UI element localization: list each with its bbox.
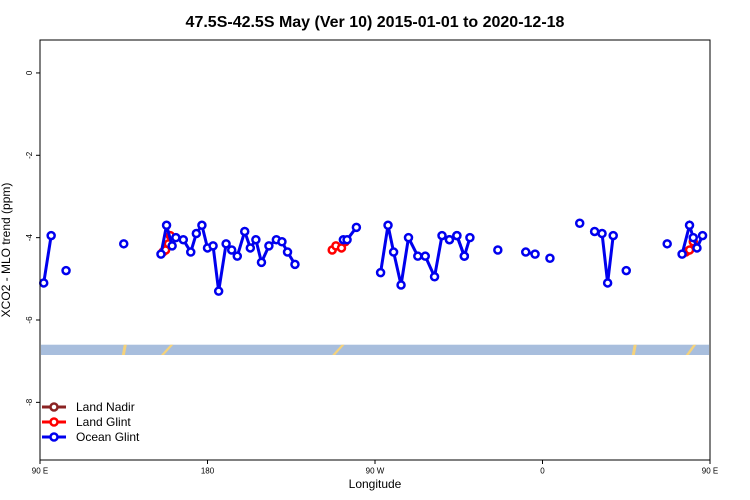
x-tick-label: 90 E <box>32 467 48 476</box>
ocean-glint-point <box>119 239 129 249</box>
ocean-glint-point <box>245 243 256 253</box>
ocean-glint-point <box>178 234 189 245</box>
ocean-glint-point <box>403 232 414 243</box>
land-mask <box>685 344 697 355</box>
legend-ocean-glint-label: Ocean Glint <box>76 430 140 444</box>
ocean-glint-point <box>597 228 607 239</box>
ocean-glint-point <box>251 234 261 245</box>
ocean-glint-point <box>589 226 600 237</box>
ocean-glint-point <box>351 222 362 233</box>
axes: 90 E 180 90 W 0 90 E 0 -2 -4 -6 -8 <box>25 70 718 475</box>
ocean-glint-point <box>662 239 672 249</box>
ocean-glint-point <box>677 249 687 259</box>
legend-ocean-glint-marker <box>49 432 59 442</box>
ocean-glint-point <box>290 259 300 270</box>
ocean-glint-point <box>684 220 695 231</box>
land-glint-point <box>684 245 695 255</box>
ocean-glint-point <box>171 232 181 243</box>
ocean-glint-point <box>452 230 462 241</box>
chart-title: 47.5S-42.5S May (Ver 10) 2015-01-01 to 2… <box>186 14 565 31</box>
ocean-glint-point <box>208 241 218 251</box>
y-tick-label: -4 <box>25 234 34 242</box>
ocean-glint-point <box>282 247 293 257</box>
y-tick-label: -2 <box>25 151 34 159</box>
ocean-glint-point <box>688 232 698 243</box>
ocean-glint-point <box>602 278 613 288</box>
ocean-glint-point <box>156 249 166 259</box>
plot-frame <box>39 39 711 461</box>
ocean-glint-point <box>383 220 393 231</box>
ocean-glint-point <box>465 232 475 243</box>
ocean-glint-point <box>186 247 196 257</box>
ocean-glint-point <box>530 249 540 259</box>
land-band <box>41 344 709 355</box>
ocean-glint-point <box>161 220 172 231</box>
x-tick-label: 90 W <box>366 467 385 476</box>
ocean-glint-point <box>388 247 399 257</box>
land-mask <box>160 344 174 355</box>
ocean-glint-point <box>692 243 702 253</box>
ocean-glint-line <box>159 221 297 292</box>
legend-land-nadir-label: Land Nadir <box>76 400 135 414</box>
plot-area <box>38 218 709 355</box>
ocean-glint-point <box>521 247 531 257</box>
x-tick-label: 90 E <box>702 467 718 476</box>
ocean-glint-point <box>437 230 447 241</box>
y-tick-label: -6 <box>25 316 34 324</box>
ocean-glint-point <box>342 234 352 245</box>
ocean-glint-point <box>239 226 250 237</box>
ocean-glint-point <box>277 237 287 247</box>
ocean-glint-point <box>46 230 56 241</box>
x-tick-label: 180 <box>201 467 215 476</box>
ocean-glint-point <box>213 286 224 296</box>
ocean-glint-point <box>232 251 243 261</box>
ocean-glint-point <box>429 272 440 282</box>
land-mask <box>121 344 127 355</box>
ocean-glint-point <box>574 218 585 228</box>
y-axis-title: XCO2 - MLO trend (ppm) <box>0 183 13 318</box>
legend-land-glint-marker <box>49 417 59 427</box>
x-axis-title: Longitude <box>349 477 402 491</box>
land-mask <box>332 344 345 355</box>
ocean-glint-point <box>197 220 207 231</box>
y-tick-label: -8 <box>25 398 34 406</box>
ocean-glint-point <box>420 251 430 261</box>
ocean-glint-point <box>264 241 274 251</box>
ocean-glint-point <box>191 228 202 239</box>
ocean-glint-point <box>545 253 555 263</box>
land-mask <box>631 344 637 355</box>
legend-land-nadir-marker <box>49 402 59 412</box>
ocean-glint-point <box>444 234 455 245</box>
ocean-glint-point <box>221 239 231 249</box>
ocean-glint-point <box>413 251 423 261</box>
ocean-glint-point <box>375 267 386 278</box>
ocean-glint-point <box>459 251 470 261</box>
ocean-glint-point <box>697 230 708 241</box>
ocean-glint-point <box>621 265 631 276</box>
ocean-glint-point <box>61 265 71 276</box>
ocean-glint-point <box>38 278 49 288</box>
ocean-glint-point <box>256 257 267 268</box>
x-tick-label: 0 <box>540 467 545 476</box>
ocean-glint-line <box>42 235 53 284</box>
ocean-glint-point <box>167 241 177 251</box>
legend-land-glint-label: Land Glint <box>76 415 131 429</box>
ocean-glint-point <box>493 245 503 255</box>
ocean-glint-point <box>608 230 618 241</box>
ocean-glint-point <box>226 245 237 255</box>
ocean-glint-point <box>396 280 406 290</box>
y-tick-label: 0 <box>25 70 34 75</box>
